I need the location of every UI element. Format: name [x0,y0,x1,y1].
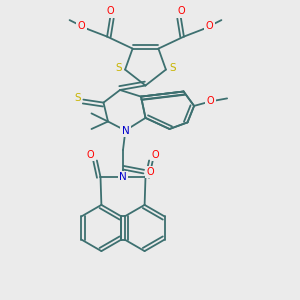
Text: O: O [207,96,214,106]
Text: N: N [122,125,129,136]
Text: O: O [177,6,185,16]
Text: O: O [206,21,213,31]
Text: S: S [115,63,122,73]
Text: S: S [169,63,176,73]
Text: O: O [147,167,154,177]
Text: O: O [152,150,160,160]
Text: N: N [119,172,127,182]
Text: S: S [74,93,81,103]
Text: O: O [106,6,114,16]
Text: O: O [78,21,86,31]
Text: O: O [86,150,94,160]
